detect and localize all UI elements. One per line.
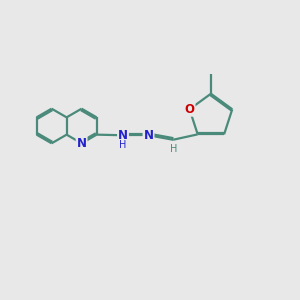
Text: H: H [170,144,177,154]
Text: N: N [118,129,128,142]
Text: N: N [76,137,87,150]
Text: N: N [143,129,154,142]
Text: H: H [119,140,127,150]
Text: O: O [184,103,194,116]
